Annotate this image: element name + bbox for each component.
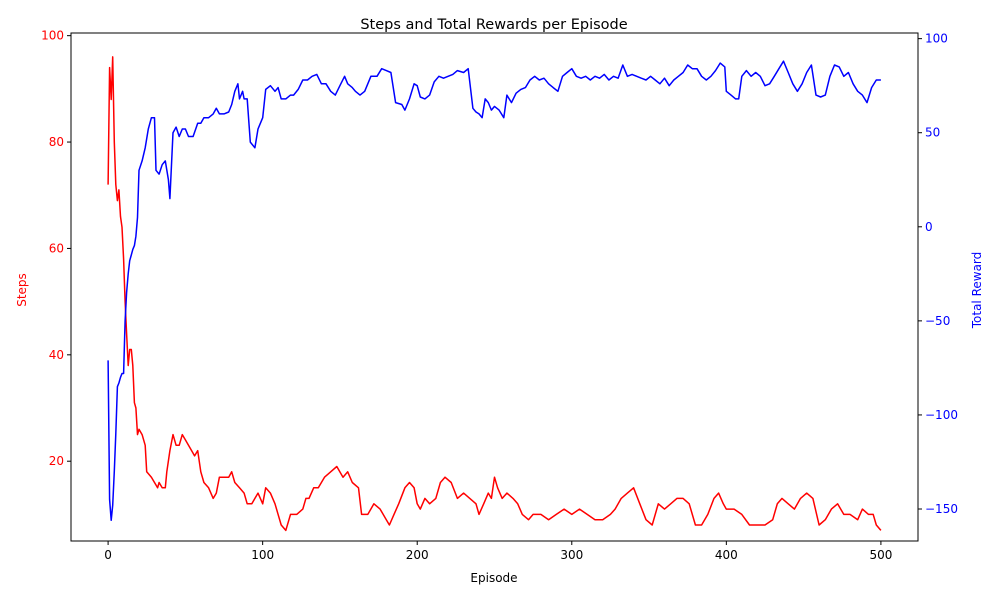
right-y-tick-label: −100 (925, 408, 958, 422)
left-y-tick-label: 20 (49, 454, 64, 468)
left-axis-title: Steps (15, 273, 29, 307)
right-y-tick-label: −150 (925, 502, 958, 516)
chart-title: Steps and Total Rewards per Episode (360, 17, 627, 33)
x-tick-label: 400 (715, 548, 738, 562)
reward-series-line (107, 60, 881, 522)
right-y-tick-label: 0 (925, 220, 933, 234)
x-tick-label: 200 (406, 548, 429, 562)
x-tick-label: 100 (251, 548, 274, 562)
right-y-tick-label: −50 (925, 314, 950, 328)
left-y-tick-label: 40 (49, 348, 64, 362)
plot-frame (70, 32, 919, 542)
steps-series-line (107, 56, 882, 532)
x-tick-label: 300 (560, 548, 583, 562)
axes: 0 100 200 300 400 500 20 40 60 80 100 −150 −100 −50 0 5… (41, 29, 958, 562)
left-y-tick-label: 80 (49, 135, 64, 149)
right-axis-title: Total Reward (970, 252, 984, 330)
right-y-tick-label: 100 (925, 32, 948, 46)
x-tick-label: 0 (104, 548, 112, 562)
left-y-tick-label: 60 (49, 241, 64, 255)
left-y-tick-label: 100 (41, 29, 64, 43)
x-axis-title: Episode (470, 571, 517, 585)
right-y-tick-label: 50 (925, 126, 940, 140)
plot-area (107, 56, 882, 532)
x-tick-label: 500 (869, 548, 892, 562)
